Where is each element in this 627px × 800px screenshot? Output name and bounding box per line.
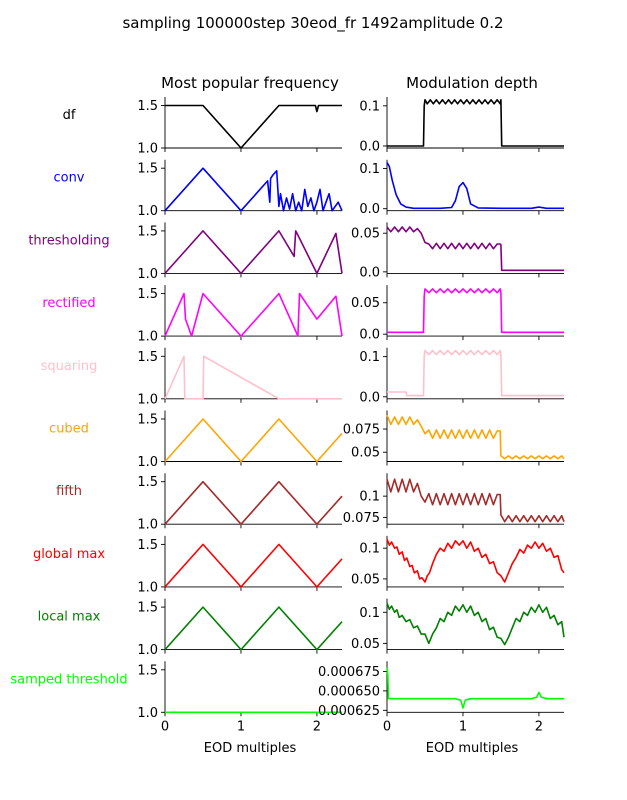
y-tick-label: 0.000675 <box>318 665 380 680</box>
y-tick-label: 0.0 <box>359 202 380 217</box>
row-label: fifth <box>56 484 82 499</box>
x-tick-label: 2 <box>313 719 321 734</box>
figure-title: sampling 100000step 30eod_fr 1492amplitu… <box>122 14 503 33</box>
y-tick-label: 0.000625 <box>318 704 380 719</box>
series-line-freq <box>164 167 343 212</box>
x-tick-label: 0 <box>383 719 391 734</box>
row-label: global max <box>33 547 105 562</box>
panel-row-global-max: global max 1.0 1.5 0.05 0.1 <box>33 535 565 595</box>
y-tick-label: 0.1 <box>359 162 380 177</box>
y-tick-label: 0.05 <box>351 227 380 242</box>
y-tick-label: 0.1 <box>359 542 380 557</box>
y-tick-label: 1.0 <box>137 580 158 595</box>
y-tick-label: 1.5 <box>137 475 158 490</box>
y-tick-label: 1.0 <box>137 392 158 407</box>
panel-row-local-max: local max 1.0 1.5 0.05 0.1 <box>38 598 565 658</box>
row-label: squaring <box>41 359 98 374</box>
xlabel-frequency: EOD multiples <box>204 741 297 756</box>
y-tick-label: 1.5 <box>137 99 158 114</box>
row-label: cubed <box>49 422 89 437</box>
panel-row-conv: conv 1.0 1.5 0.0 0.1 <box>53 159 564 219</box>
series-line-freq <box>164 606 343 651</box>
row-label: thresholding <box>28 233 109 248</box>
y-tick-label: 0.1 <box>359 350 380 365</box>
series-line-freq <box>164 418 343 463</box>
x-tick-label: 1 <box>237 719 245 734</box>
panel-row-df: df 1.0 1.5 0.0 0.1 <box>63 97 564 157</box>
y-tick-label: 1.0 <box>137 204 158 219</box>
y-tick-label: 1.0 <box>137 455 158 470</box>
y-tick-label: 1.5 <box>137 663 158 678</box>
panel-row-squaring: squaring 1.0 1.5 0.0 0.1 <box>41 347 564 407</box>
y-tick-label: 0.0 <box>359 328 380 343</box>
y-tick-label: 0.1 <box>359 606 380 621</box>
y-tick-label: 0.0 <box>359 265 380 280</box>
series-line-freq <box>164 480 343 526</box>
series-line-freq <box>164 292 343 337</box>
y-tick-label: 1.0 <box>137 267 158 282</box>
series-line-depth <box>387 288 564 334</box>
x-tick-label: 0 <box>161 719 169 734</box>
series-line-freq <box>164 355 342 400</box>
series-line-depth <box>387 349 564 397</box>
row-label: df <box>63 108 76 123</box>
panel-row-rectified: rectified 1.0 1.5 0.0 0.05 <box>42 285 564 345</box>
y-tick-label: 1.5 <box>137 538 158 553</box>
panel-row-thresholding: thresholding 1.0 1.5 0.0 0.05 <box>28 222 564 282</box>
series-line-depth <box>386 478 565 523</box>
y-tick-label: 1.5 <box>137 287 158 302</box>
series-line-depth <box>386 602 565 646</box>
series-line-depth <box>386 162 564 210</box>
column-title-depth: Modulation depth <box>406 74 538 92</box>
series-line-freq <box>165 104 342 149</box>
x-tick-label: 1 <box>459 719 467 734</box>
row-label: rectified <box>42 296 95 311</box>
panel-row-cubed: cubed 1.0 1.5 0.05 0.075 <box>49 410 565 470</box>
y-tick-label: 1.0 <box>137 142 158 157</box>
column-title-frequency: Most popular frequency <box>161 74 339 92</box>
row-label: conv <box>53 171 84 186</box>
y-tick-label: 1.0 <box>137 706 158 721</box>
series-line-depth <box>386 538 565 583</box>
y-tick-label: 0.000650 <box>318 684 380 699</box>
y-tick-label: 0.05 <box>351 637 380 652</box>
y-tick-label: 0.0 <box>359 390 380 405</box>
y-tick-label: 0.075 <box>343 511 380 526</box>
series-line-depth <box>386 667 564 709</box>
y-tick-label: 0.1 <box>359 490 380 505</box>
panel-row-fifth: fifth 1.0 1.5 0.075 0.1 <box>56 473 565 533</box>
xlabel-depth: EOD multiples <box>426 741 519 756</box>
y-tick-label: 1.0 <box>137 643 158 658</box>
series-line-freq <box>164 543 343 588</box>
row-label: local max <box>38 610 101 625</box>
y-tick-label: 1.5 <box>137 224 158 239</box>
series-line-depth <box>386 414 565 460</box>
y-tick-label: 0.075 <box>343 423 380 438</box>
y-tick-label: 0.0 <box>359 139 380 154</box>
y-tick-label: 1.5 <box>137 350 158 365</box>
y-tick-label: 1.5 <box>137 601 158 616</box>
series-line-freq <box>164 230 343 275</box>
y-tick-label: 0.05 <box>351 572 380 587</box>
row-label: samped threshold <box>10 672 127 687</box>
y-tick-label: 0.1 <box>359 99 380 114</box>
y-tick-label: 1.0 <box>137 330 158 345</box>
y-tick-label: 0.05 <box>351 296 380 311</box>
y-tick-label: 0.05 <box>351 446 380 461</box>
x-tick-label: 2 <box>535 719 543 734</box>
series-line-depth <box>387 99 564 147</box>
y-tick-label: 1.5 <box>137 413 158 428</box>
y-tick-label: 1.5 <box>137 162 158 177</box>
series-line-depth <box>386 226 564 272</box>
panels: df 1.0 1.5 0.0 0.1 conv 1.0 1.5 0.0 0.1 thresholdi… <box>10 97 565 734</box>
y-tick-label: 1.0 <box>137 518 158 533</box>
